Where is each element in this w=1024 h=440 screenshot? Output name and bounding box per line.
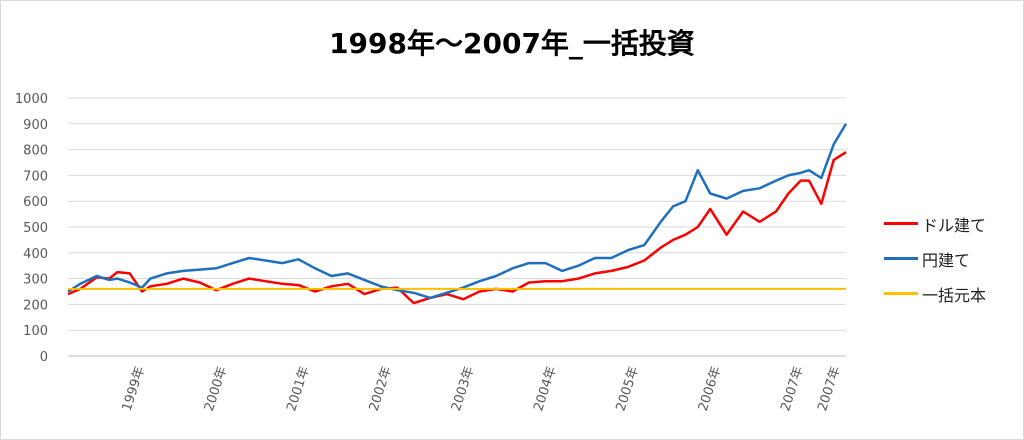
y-tick-label: 0	[40, 350, 48, 365]
legend-item-dollar: ドル建て	[884, 206, 986, 241]
x-tick-label: 2001年	[284, 365, 313, 413]
chart-title: 1998年～2007年_一括投資	[329, 27, 695, 60]
x-tick-label: 1999年	[120, 365, 149, 413]
y-tick-label: 100	[23, 324, 48, 339]
legend-label-dollar: ドル建て	[922, 215, 987, 235]
y-tick-label: 400	[23, 247, 48, 262]
x-tick-label: 2000年	[202, 365, 231, 413]
y-tick-label: 700	[23, 169, 48, 184]
x-tick-label: 2006年	[696, 365, 725, 413]
x-tick-label: 2004年	[531, 365, 560, 413]
y-tick-label: 300	[23, 273, 48, 288]
dollar-series-line	[67, 151, 847, 305]
legend-item-yen: 円建て	[884, 241, 986, 276]
legend-swatch-yen	[884, 257, 918, 260]
x-tick-label: 2003年	[449, 365, 478, 413]
yen-series-line	[67, 123, 848, 300]
legend-label-principal: 一括元本	[922, 285, 987, 305]
y-tick-label: 600	[23, 195, 48, 210]
x-tick-label: 2007年	[778, 365, 807, 413]
legend: ドル建て 円建て 一括元本	[884, 206, 986, 311]
y-tick-label: 900	[23, 118, 48, 133]
legend-swatch-principal	[884, 292, 918, 295]
y-tick-label: 500	[23, 221, 48, 236]
legend-label-yen: 円建て	[922, 250, 971, 270]
x-tick-label: 2007年	[815, 365, 844, 413]
legend-item-principal: 一括元本	[884, 276, 986, 311]
y-tick-label: 200	[23, 298, 48, 313]
y-tick-label: 1000	[15, 92, 48, 107]
legend-swatch-dollar	[884, 222, 918, 225]
x-tick-label: 2002年	[367, 365, 396, 413]
y-tick-label: 800	[23, 144, 48, 159]
x-tick-label: 2005年	[614, 365, 643, 413]
